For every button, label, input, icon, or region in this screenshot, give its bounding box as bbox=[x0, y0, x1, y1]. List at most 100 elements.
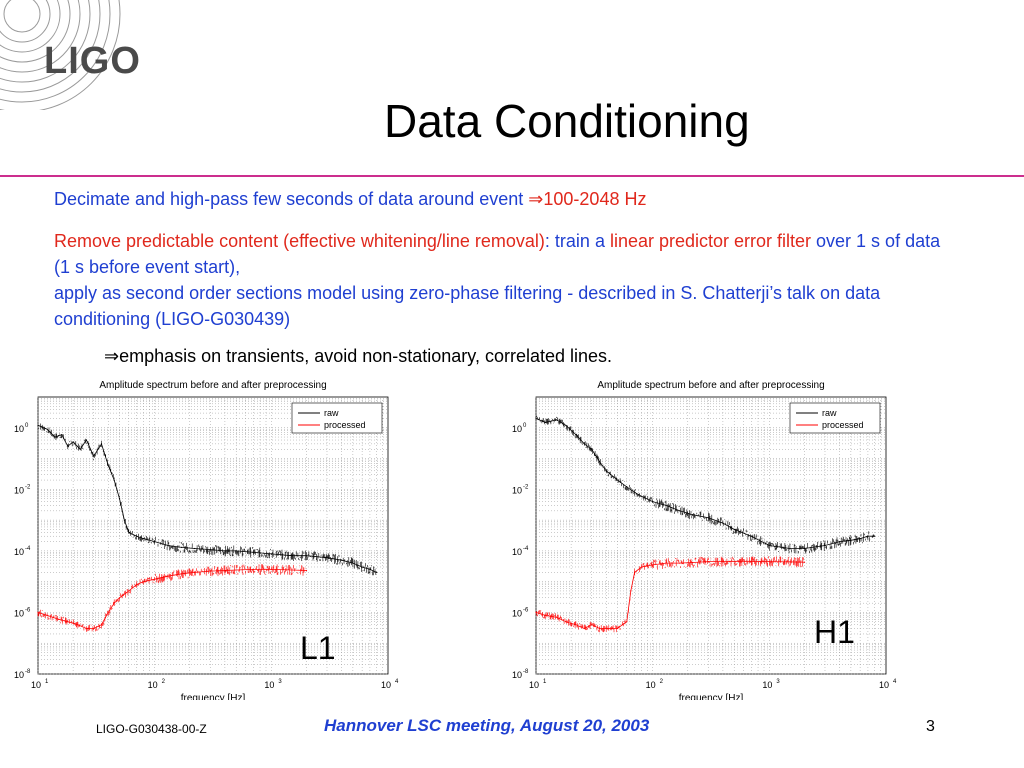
data-point-raw bbox=[209, 549, 211, 551]
x-tick-label: 10 4 bbox=[879, 679, 897, 690]
data-point-processed bbox=[270, 568, 272, 570]
data-point-processed bbox=[235, 569, 237, 571]
x-axis-label: frequency [Hz] bbox=[181, 693, 246, 700]
data-point-raw bbox=[154, 541, 156, 543]
data-point-processed bbox=[565, 621, 567, 623]
data-point-processed bbox=[209, 570, 211, 572]
data-point-raw bbox=[707, 517, 709, 519]
y-tick-label: 10 0 bbox=[512, 423, 527, 434]
data-point-processed bbox=[67, 621, 69, 623]
data-point-raw bbox=[54, 436, 56, 438]
y-tick-exp: 0 bbox=[523, 423, 527, 429]
data-point-raw bbox=[803, 547, 806, 550]
data-point-raw bbox=[665, 504, 667, 506]
x-tick-base: 10 bbox=[31, 680, 41, 690]
data-point-raw bbox=[142, 538, 144, 540]
data-point-raw bbox=[61, 434, 63, 436]
data-point-processed bbox=[118, 597, 121, 599]
y-tick-label: 10 -2 bbox=[512, 484, 529, 495]
data-point-processed bbox=[583, 627, 585, 630]
bullet-remove-part2: : train a bbox=[544, 231, 610, 251]
data-point-raw bbox=[634, 491, 636, 493]
data-point-processed bbox=[707, 561, 709, 563]
legend-label-raw: raw bbox=[324, 408, 339, 418]
data-point-processed bbox=[194, 571, 196, 573]
y-tick-base: 10 bbox=[512, 547, 522, 557]
x-tick-exp: 4 bbox=[893, 679, 897, 685]
series-noise-processed bbox=[535, 556, 804, 633]
data-point-raw bbox=[167, 544, 169, 547]
y-tick-exp: -6 bbox=[25, 607, 31, 613]
data-point-raw bbox=[376, 571, 378, 573]
data-point-raw bbox=[235, 550, 237, 552]
y-tick-base: 10 bbox=[14, 547, 24, 557]
data-point-raw bbox=[46, 428, 48, 430]
data-point-processed bbox=[803, 561, 806, 563]
data-point-processed bbox=[46, 614, 48, 616]
data-point-processed bbox=[113, 602, 115, 604]
x-tick-exp: 4 bbox=[395, 679, 399, 685]
series-noise-processed bbox=[37, 564, 306, 632]
data-point-raw bbox=[867, 535, 869, 537]
ligo-logo: LIGO bbox=[44, 40, 141, 82]
x-tick-base: 10 bbox=[879, 680, 889, 690]
legend-label-processed: processed bbox=[822, 420, 864, 430]
data-point-processed bbox=[733, 560, 735, 562]
footer-doc-id: LIGO-G030438-00-Z bbox=[96, 722, 207, 736]
legend-label-processed: processed bbox=[324, 420, 366, 430]
x-tick-base: 10 bbox=[646, 680, 656, 690]
data-point-processed bbox=[136, 584, 138, 586]
series-noise-raw bbox=[535, 415, 875, 554]
data-point-processed bbox=[575, 624, 577, 626]
y-tick-label: 10 -4 bbox=[512, 546, 529, 557]
data-point-processed bbox=[154, 578, 156, 580]
data-point-raw bbox=[733, 528, 735, 530]
data-point-processed bbox=[652, 564, 654, 566]
data-point-processed bbox=[252, 568, 254, 570]
y-tick-base: 10 bbox=[14, 424, 24, 434]
data-point-raw bbox=[107, 464, 109, 466]
x-tick-base: 10 bbox=[381, 680, 391, 690]
data-point-raw bbox=[605, 470, 607, 472]
data-point-processed bbox=[535, 611, 537, 613]
x-tick-base: 10 bbox=[148, 680, 158, 690]
data-point-raw bbox=[128, 531, 130, 533]
data-point-raw bbox=[555, 419, 558, 421]
data-point-processed bbox=[626, 621, 628, 623]
data-point-raw bbox=[874, 535, 876, 537]
data-point-raw bbox=[123, 519, 125, 521]
x-tick-exp: 1 bbox=[45, 679, 49, 685]
data-point-raw bbox=[72, 441, 74, 443]
data-point-raw bbox=[181, 546, 183, 548]
data-point-raw bbox=[270, 553, 272, 555]
data-point-processed bbox=[85, 627, 87, 630]
bullet-decimate-text: Decimate and high-pass few seconds of da… bbox=[54, 189, 529, 209]
x-tick-label: 10 3 bbox=[762, 679, 780, 690]
detector-label-h1: H1 bbox=[814, 614, 855, 650]
data-point-raw bbox=[750, 535, 752, 537]
y-tick-base: 10 bbox=[512, 485, 522, 495]
y-tick-base: 10 bbox=[14, 670, 24, 680]
data-point-raw bbox=[37, 424, 39, 426]
data-point-raw bbox=[224, 550, 226, 552]
data-point-raw bbox=[291, 555, 293, 557]
data-point-processed bbox=[167, 575, 169, 577]
data-point-raw bbox=[640, 495, 642, 497]
data-point-raw bbox=[252, 551, 254, 553]
data-point-processed bbox=[640, 566, 642, 568]
data-point-processed bbox=[665, 562, 667, 564]
y-tick-exp: -8 bbox=[25, 669, 31, 675]
y-tick-base: 10 bbox=[14, 485, 24, 495]
y-tick-exp: 0 bbox=[25, 423, 29, 429]
data-point-processed bbox=[591, 624, 593, 626]
bullet-decimate-range: 100-2048 Hz bbox=[543, 189, 647, 209]
data-point-raw bbox=[100, 443, 103, 445]
data-point-raw bbox=[722, 522, 724, 524]
chart-h1: Amplitude spectrum before and after prep… bbox=[512, 380, 897, 700]
chart-l1: Amplitude spectrum before and after prep… bbox=[14, 380, 399, 700]
footer-meeting: Hannover LSC meeting, August 20, 2003 bbox=[324, 716, 650, 735]
data-point-processed bbox=[305, 569, 308, 572]
y-tick-exp: -4 bbox=[25, 546, 31, 552]
data-point-raw bbox=[839, 541, 841, 543]
x-tick-label: 10 1 bbox=[31, 679, 49, 690]
